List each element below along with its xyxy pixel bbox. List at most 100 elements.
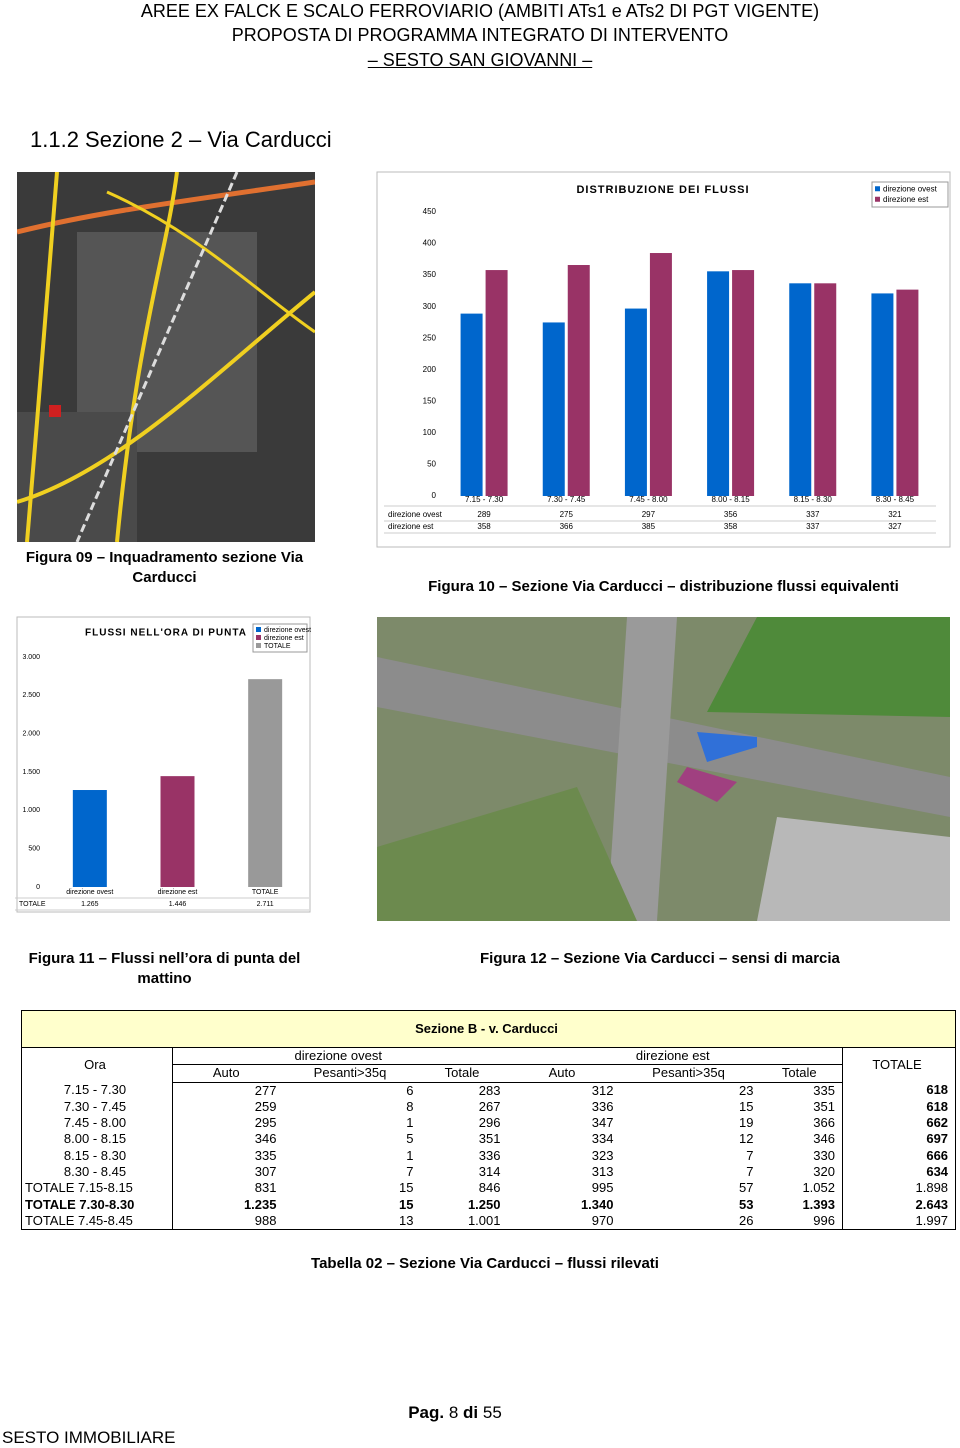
header-line: AREE EX FALCK E SCALO FERROVIARIO (AMBIT… (140, 1, 820, 21)
y-tick-label: 0 (36, 884, 40, 891)
legend-label: direzione ovest (264, 627, 311, 634)
data-table-value: 297 (642, 510, 656, 519)
page-current: 8 (448, 1403, 459, 1422)
y-tick-label: 150 (423, 396, 437, 405)
table-cell: 996 (813, 1212, 835, 1228)
table-cell: TOTALE 7.30-8.30 (25, 1196, 135, 1212)
company: SESTO IMMOBILIARE (2, 1428, 176, 1447)
column-subheader: Pesanti>35q (283, 1064, 421, 1083)
data-table-value: 1.265 (81, 901, 99, 908)
table-cell: 666 (841, 1147, 956, 1165)
data-table-value: 321 (888, 510, 902, 519)
table-cell: 26 (739, 1212, 754, 1228)
table-cell: 323 (591, 1147, 614, 1163)
legend-swatch (875, 196, 880, 202)
table-cell: 346 (813, 1131, 835, 1147)
page-of: di (463, 1403, 479, 1422)
table-cell: 347 (591, 1115, 614, 1131)
table-cell: 259 (172, 1098, 284, 1116)
bar (460, 313, 483, 496)
aerial-photo (377, 617, 950, 921)
table-cell: 1.997 (841, 1212, 956, 1230)
table-cell: 7.45 - 8.00 (63, 1115, 127, 1131)
page-number: Pag. 8 di 55 (0, 1403, 910, 1423)
legend-label: direzione est (883, 195, 929, 204)
table-cell: 8.15 - 8.30 (63, 1147, 127, 1163)
data-table-value: 356 (724, 510, 738, 519)
data-table-value: 1.446 (169, 901, 187, 908)
table-row: 7.45 - 8.00 295 1 296 347 19 366 662 (22, 1115, 956, 1132)
bar (789, 283, 812, 496)
data-table-value: 337 (806, 510, 820, 519)
table-row: 7.30 - 7.45 259 8 267 336 15 351 618 (22, 1098, 956, 1116)
table-cell: TOTALE 7.45-8.45 (25, 1212, 133, 1228)
table-row: 8.15 - 8.30 335 1 336 323 7 330 666 (22, 1147, 956, 1165)
table-cell: 320 (813, 1164, 835, 1180)
legend-box (252, 623, 308, 653)
bar (896, 289, 919, 496)
table-cell: 330 (813, 1147, 835, 1163)
x-tick-label: 7.30 - 7.45 (547, 495, 586, 504)
column-subheader: Totale (420, 1064, 508, 1083)
data-table-value: 275 (560, 510, 574, 519)
header-line: PROPOSTA DI PROGRAMMA INTEGRATO DI INTER… (231, 25, 729, 45)
column-group: direzione ovest (172, 1047, 508, 1066)
legend-swatch (256, 635, 261, 640)
table-cell: 8.30 - 8.45 (63, 1164, 127, 1180)
table-row: TOTALE 7.15-8.15 831 15 846 995 57 1.052 1.898 (22, 1180, 956, 1197)
table-cell: 335 (172, 1147, 284, 1165)
bar (814, 283, 837, 496)
table-cell: 57 (739, 1180, 754, 1196)
table-row: 8.00 - 8.15 346 5 351 334 12 346 697 (22, 1131, 956, 1148)
table-cell: 53 (739, 1196, 754, 1212)
table-cell: 846 (478, 1180, 501, 1196)
table-cell: 277 (172, 1082, 284, 1099)
x-tick-label: direzione ovest (66, 889, 113, 896)
table-cell: 1.898 (841, 1180, 956, 1197)
legend-box (871, 181, 949, 208)
table-cell: 15 (739, 1098, 754, 1114)
caption: Figura 11 – Flussi nell’ora di punta del… (28, 950, 301, 987)
y-tick-label: 0 (432, 491, 437, 500)
table-cell: 1.235 (172, 1196, 284, 1213)
y-tick-label: 500 (28, 846, 40, 853)
column-header: Ora (84, 1056, 106, 1072)
table-cell: 697 (841, 1131, 956, 1148)
y-tick-label: 350 (423, 270, 437, 279)
y-tick-label: 1.500 (22, 769, 40, 776)
page-total: 55 (482, 1403, 502, 1422)
data-table-row-label: direzione ovest (388, 510, 443, 519)
bar (624, 308, 647, 496)
table-row: TOTALE 7.30-8.30 1.235 15 1.250 1.340 53 1.393… (22, 1196, 956, 1213)
legend-swatch (256, 627, 261, 632)
y-tick-label: 200 (423, 365, 437, 374)
table-cell: 831 (172, 1180, 284, 1197)
map-photo (17, 172, 315, 542)
data-table-row-label: TOTALE (19, 901, 46, 908)
data-table: Sezione B - v. Carducci Ora direzione ove… (20, 1010, 957, 1231)
caption: Figura 10 – Sezione Via Carducci – distr… (428, 578, 899, 595)
caption: Tabella 02 – Sezione Via Carducci – flus… (311, 1255, 659, 1272)
table-cell: 1 (406, 1147, 414, 1163)
table-cell: 23 (739, 1082, 754, 1098)
table-cell: 295 (172, 1115, 284, 1132)
column-subheader: Auto (507, 1064, 621, 1083)
table-cell: 1.052 (802, 1180, 835, 1196)
table-cell: 634 (841, 1164, 956, 1181)
table-cell: 15 (399, 1196, 414, 1212)
table-cell: 312 (591, 1082, 614, 1098)
y-tick-label: 300 (423, 302, 437, 311)
table-row: TOTALE 7.45-8.45 988 13 1.001 970 26 996 1.997 (22, 1212, 956, 1230)
table-row: 8.30 - 8.45 307 7 314 313 7 320 634 (22, 1164, 956, 1181)
table-cell: 7 (746, 1164, 754, 1180)
table-cell: 618 (841, 1098, 956, 1116)
y-tick-label: 450 (423, 207, 437, 216)
x-tick-label: 8.30 - 8.45 (876, 495, 915, 504)
x-tick-label: 7.15 - 7.30 (465, 495, 504, 504)
table-cell: 314 (478, 1164, 501, 1180)
bar (160, 776, 195, 887)
table-cell: 970 (591, 1212, 614, 1228)
bar (732, 270, 755, 496)
table-cell: 1.393 (802, 1196, 835, 1212)
table-cell: 6 (406, 1082, 414, 1098)
